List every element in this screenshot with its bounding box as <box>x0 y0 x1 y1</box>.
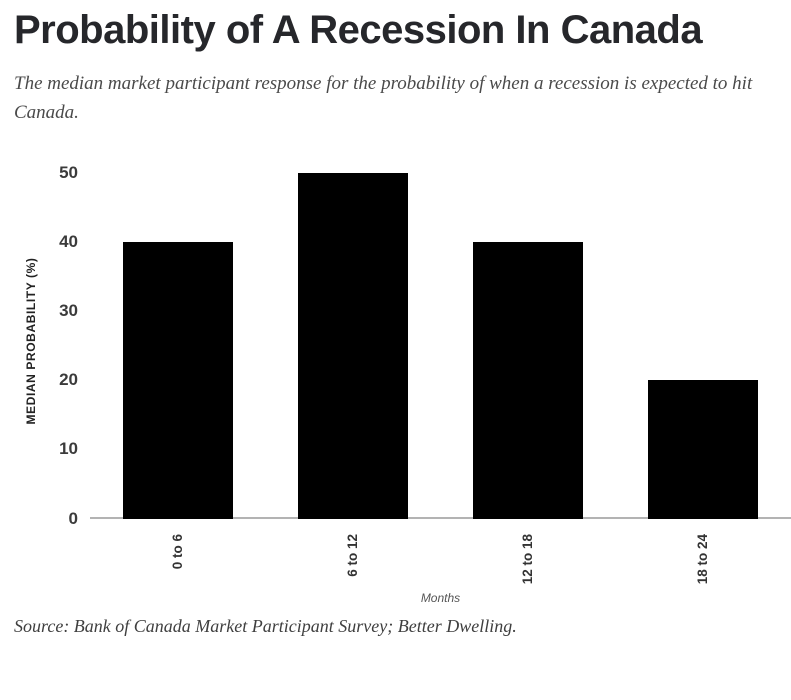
bar-18-to-24 <box>648 380 759 519</box>
y-axis-tick-label: 0 <box>68 508 78 528</box>
y-axis-tick-label: 30 <box>59 301 78 321</box>
x-axis-tick-label: 12 to 18 <box>520 533 536 584</box>
bar-chart: MEDIAN PROBABILITY (%) 0 10 20 30 40 50 0 to 6… <box>0 141 791 611</box>
y-axis-title: MEDIAN PROBABILITY (%) <box>24 257 38 425</box>
bar-0-to-6 <box>122 241 233 519</box>
page-title: Probability of A Recession In Canada <box>14 8 703 52</box>
x-axis-tick-label: 6 to 12 <box>344 533 360 577</box>
bar-6-to-12 <box>297 172 408 519</box>
x-axis-tick-label: 0 to 6 <box>169 533 185 569</box>
x-axis-line <box>90 516 791 519</box>
bar-12-to-18 <box>473 241 584 519</box>
x-axis-title: Months <box>420 590 461 605</box>
chart-subtitle: The median market participant response f… <box>14 72 753 124</box>
y-axis-tick-label: 10 <box>59 439 78 459</box>
source-note: Source: Bank of Canada Market Participan… <box>14 615 517 636</box>
y-axis-tick-label: 50 <box>59 162 78 182</box>
x-axis-tick-label: 18 to 24 <box>695 533 711 584</box>
y-axis-tick-label: 20 <box>59 370 78 390</box>
y-axis-tick-label: 40 <box>59 231 78 251</box>
